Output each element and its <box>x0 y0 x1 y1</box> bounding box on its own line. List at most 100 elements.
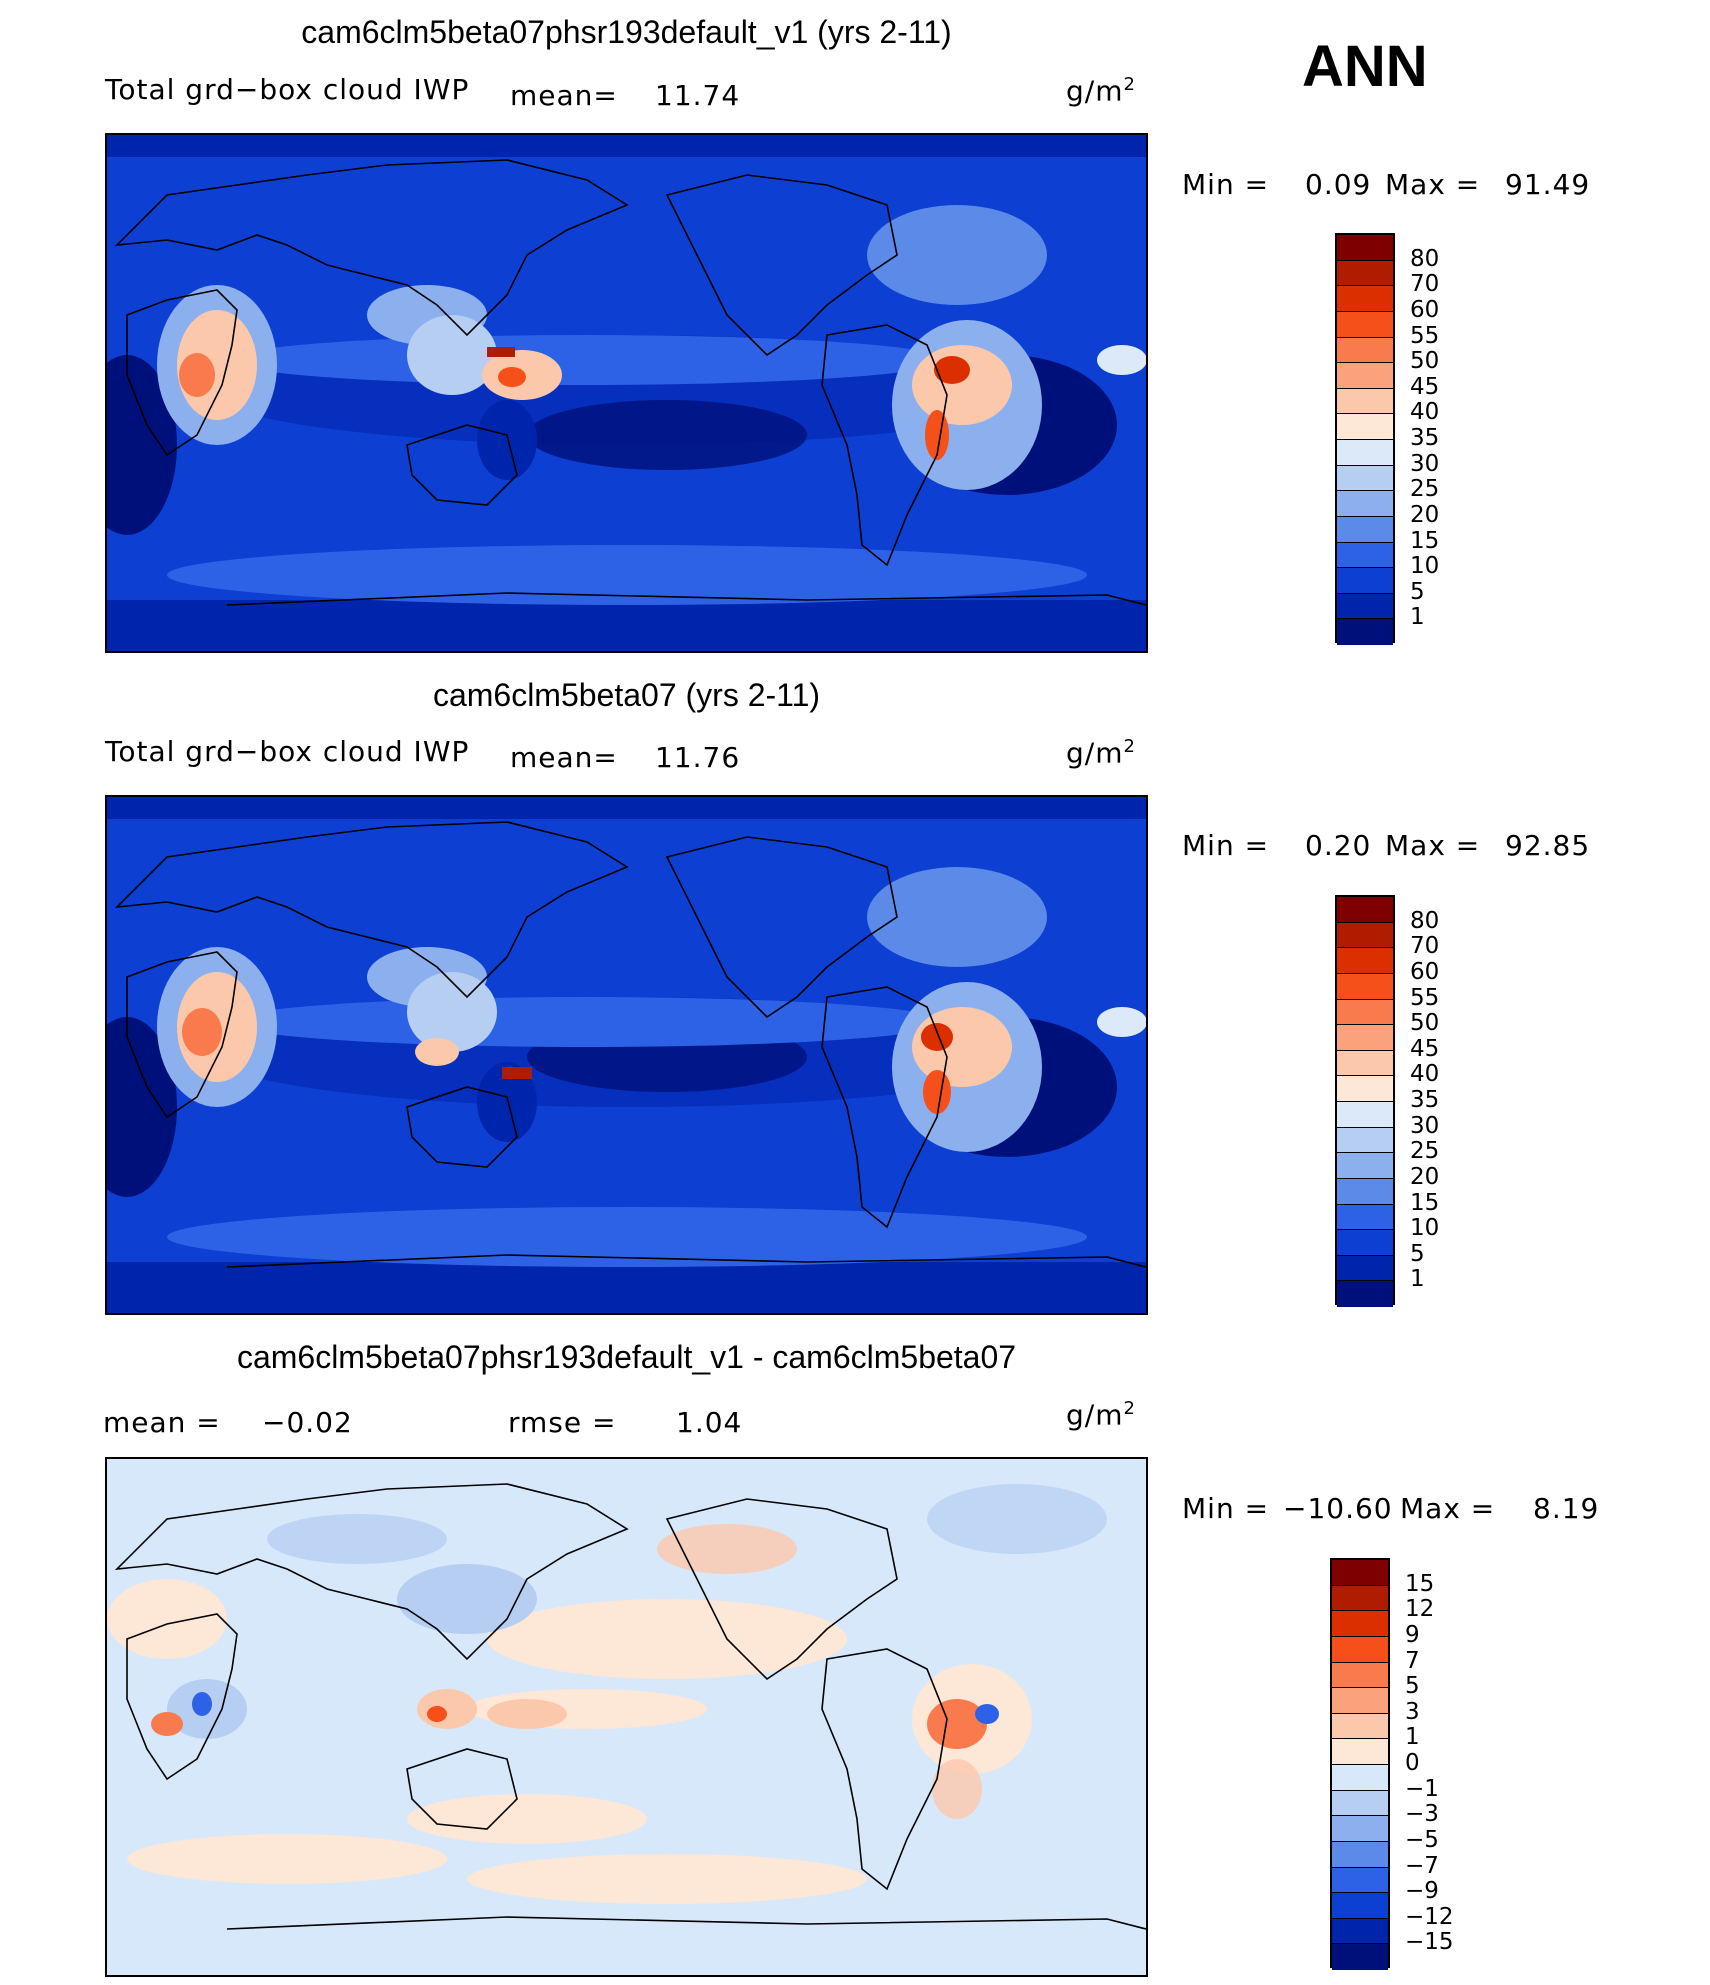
colorbar-swatch <box>1332 1816 1388 1842</box>
panel-2-min-value: 0.20 <box>1305 829 1372 862</box>
colorbar-swatch <box>1337 1025 1393 1051</box>
colorbar-tick-label: −12 <box>1405 1903 1454 1930</box>
colorbar-swatch <box>1337 235 1393 261</box>
colorbar-swatch <box>1337 440 1393 466</box>
colorbar-tick-label: 9 <box>1405 1621 1420 1648</box>
panel-1-units: g/m2 <box>1066 74 1136 108</box>
colorbar-tick-label: 10 <box>1410 553 1440 580</box>
colorbar-swatch <box>1332 1636 1388 1663</box>
colorbar-swatch <box>1337 311 1393 338</box>
panel-1-max-value: 91.49 <box>1505 168 1591 201</box>
colorbar-swatch <box>1332 1918 1388 1945</box>
colorbar-swatch <box>1332 1893 1388 1919</box>
panel-2-colorbar-swatches <box>1335 895 1395 1307</box>
panel-3-min-value: −10.60 <box>1283 1492 1393 1525</box>
colorbar-tick-label: 55 <box>1410 322 1440 349</box>
panel-2-mean-label: mean= <box>510 741 618 774</box>
colorbar-tick-label: 55 <box>1410 984 1440 1011</box>
season-label: ANN <box>1302 34 1428 99</box>
colorbar-swatch <box>1337 593 1393 620</box>
panel-1-mean-value: 11.74 <box>655 79 741 112</box>
panel-3-min-label: Min = <box>1182 1492 1270 1525</box>
colorbar-tick-label: −9 <box>1405 1878 1439 1905</box>
colorbar-tick-label: 20 <box>1410 501 1440 528</box>
colorbar-swatch <box>1332 1713 1388 1740</box>
colorbar-swatch <box>1337 542 1393 569</box>
colorbar-tick-label: 15 <box>1410 527 1440 554</box>
colorbar-tick-label: 15 <box>1410 1189 1440 1216</box>
colorbar-swatch <box>1337 922 1393 949</box>
colorbar-swatch <box>1332 1688 1388 1714</box>
colorbar-swatch <box>1337 897 1393 923</box>
panel-2-min-label: Min = <box>1182 829 1270 862</box>
panel-2-title: cam6clm5beta07 (yrs 2-11) <box>432 677 821 713</box>
colorbar-tick-label: 25 <box>1410 1138 1440 1165</box>
colorbar-swatch <box>1337 465 1393 492</box>
colorbar-swatch <box>1337 260 1393 287</box>
colorbar-tick-label: 50 <box>1410 348 1440 375</box>
colorbar-tick-label: 0 <box>1405 1750 1420 1776</box>
colorbar-swatch <box>1337 568 1393 594</box>
colorbar-tick-label: 30 <box>1410 1112 1440 1139</box>
panel-3-max-value: 8.19 <box>1533 1492 1600 1525</box>
colorbar-tick-label: 5 <box>1410 578 1425 605</box>
panel-1-max-label: Max = <box>1385 168 1481 201</box>
panel-3-mean-value: −0.02 <box>262 1406 353 1439</box>
colorbar-swatch <box>1332 1841 1388 1868</box>
panel-3-map <box>105 1457 1148 1977</box>
colorbar-tick-label: 12 <box>1405 1596 1435 1623</box>
colorbar-swatch <box>1332 1739 1388 1765</box>
colorbar-tick-label: 20 <box>1410 1163 1440 1190</box>
colorbar-swatch <box>1332 1790 1388 1817</box>
panel-1-map <box>105 133 1148 653</box>
colorbar-tick-label: −1 <box>1405 1775 1439 1802</box>
panel-2-variable: Total grd−box cloud IWP <box>105 735 470 768</box>
colorbar-swatch <box>1337 1153 1393 1179</box>
colorbar-tick-label: 50 <box>1410 1010 1440 1037</box>
colorbar-tick-label: 60 <box>1410 958 1440 985</box>
colorbar-swatch <box>1332 1944 1388 1970</box>
colorbar-swatch <box>1337 363 1393 389</box>
colorbar-tick-label: 3 <box>1405 1698 1420 1725</box>
colorbar-swatch <box>1332 1867 1388 1894</box>
colorbar-tick-label: 40 <box>1410 399 1440 426</box>
panel-2-field <box>107 797 1146 1313</box>
colorbar-swatch <box>1337 1230 1393 1256</box>
panel-1-title: cam6clm5beta07phsr193default_v1 (yrs 2-1… <box>301 14 952 50</box>
colorbar-tick-label: −5 <box>1405 1826 1439 1853</box>
colorbar-swatch <box>1337 1102 1393 1128</box>
colorbar-tick-label: 15 <box>1405 1570 1435 1597</box>
colorbar-tick-label: 7 <box>1405 1647 1420 1674</box>
colorbar-swatch <box>1337 516 1393 543</box>
colorbar-tick-label: 1 <box>1410 1266 1425 1293</box>
colorbar-swatch <box>1337 973 1393 1000</box>
panel-1-min-value: 0.09 <box>1305 168 1372 201</box>
colorbar-tick-label: 1 <box>1410 604 1425 631</box>
colorbar-tick-label: −15 <box>1405 1929 1454 1956</box>
panel-1-min-label: Min = <box>1182 168 1270 201</box>
panel-2-mean-value: 11.76 <box>655 741 741 774</box>
panel-3-colorbar-swatches <box>1330 1558 1390 1970</box>
colorbar-tick-label: 35 <box>1410 425 1440 451</box>
colorbar-swatch <box>1332 1765 1388 1791</box>
colorbar-swatch <box>1337 388 1393 415</box>
panel-2-max-value: 92.85 <box>1505 829 1591 862</box>
colorbar-tick-label: 40 <box>1410 1061 1440 1088</box>
panel-3-title: cam6clm5beta07phsr193default_v1 - cam6cl… <box>236 1339 1017 1375</box>
colorbar-swatch <box>1337 1127 1393 1154</box>
panel-2-max-label: Max = <box>1385 829 1481 862</box>
panel-1-variable: Total grd−box cloud IWP <box>105 73 470 106</box>
colorbar-swatch <box>1337 491 1393 517</box>
colorbar-tick-label: 70 <box>1410 271 1440 298</box>
colorbar-swatch <box>1337 619 1393 645</box>
colorbar-tick-label: 1 <box>1405 1724 1420 1751</box>
panel-1-colorbar-swatches <box>1335 233 1395 645</box>
panel-3-rmse-value: 1.04 <box>676 1406 743 1439</box>
colorbar-tick-label: 60 <box>1410 296 1440 323</box>
colorbar-swatch <box>1337 1255 1393 1282</box>
colorbar-tick-label: 80 <box>1410 245 1440 272</box>
colorbar-tick-label: 5 <box>1410 1240 1425 1267</box>
panel-3-mean-label: mean = <box>103 1406 221 1439</box>
colorbar-tick-label: 30 <box>1410 450 1440 477</box>
panel-1-mean-label: mean= <box>510 79 618 112</box>
